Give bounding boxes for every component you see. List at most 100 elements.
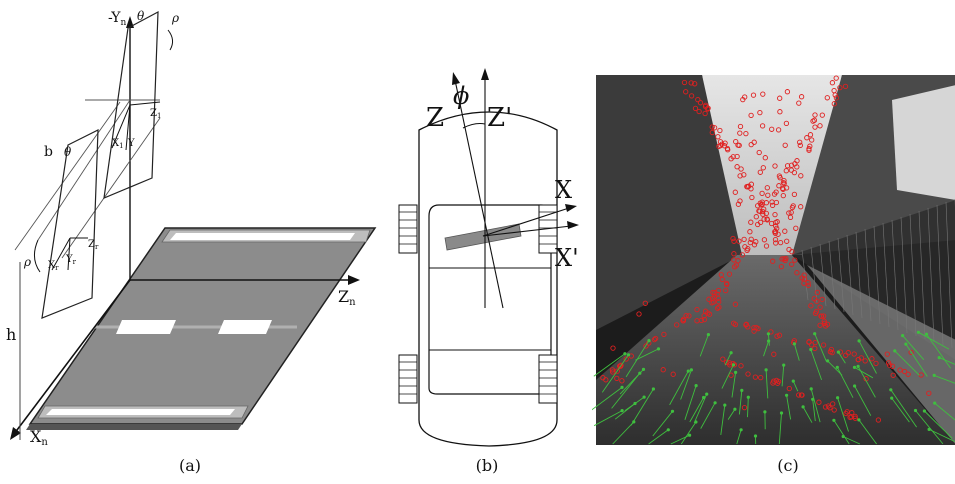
outlier-marker — [796, 100, 802, 106]
fence-post — [855, 231, 863, 319]
caption-a: (a) — [178, 456, 202, 475]
outlier-marker — [738, 166, 744, 172]
outlier-marker — [843, 410, 849, 417]
inlier-track — [854, 385, 872, 416]
outlier-marker — [751, 242, 758, 248]
inlier-track — [926, 333, 951, 369]
left-camera-plane — [41, 129, 99, 319]
outlier-marker — [759, 190, 765, 197]
outlier-marker — [764, 217, 771, 223]
inlier-track — [763, 340, 770, 357]
road-surface — [596, 255, 955, 445]
inlier-marker — [792, 342, 796, 346]
outlier-marker — [731, 320, 737, 326]
outlier-marker — [776, 173, 783, 179]
inlier-marker — [734, 370, 738, 374]
outlier-marker — [884, 351, 890, 357]
label-neg-yn: -Yn — [108, 10, 126, 28]
axis-x — [482, 207, 570, 237]
outlier-marker — [773, 240, 779, 246]
outlier-marker — [748, 219, 754, 225]
inlier-track — [680, 369, 692, 400]
inlier-marker — [686, 369, 690, 373]
caption-b: (b) — [475, 456, 499, 475]
inlier-marker — [791, 379, 795, 383]
inlier-marker — [767, 339, 771, 343]
inlier-track — [891, 397, 910, 423]
inlier-track — [601, 354, 629, 393]
baseline-line-2 — [37, 99, 131, 241]
inlier-track — [731, 372, 737, 398]
fence-post — [828, 240, 836, 310]
left-cam-rho-arc — [34, 239, 41, 273]
outlier-marker — [809, 137, 815, 143]
inlier-track — [918, 331, 950, 350]
inlier-track — [833, 420, 850, 445]
outlier-marker — [731, 251, 737, 257]
outlier-marker — [805, 279, 811, 286]
inlier-marker — [785, 393, 789, 397]
inlier-marker — [779, 411, 784, 415]
outlier-marker — [674, 322, 680, 328]
outlier-marker — [771, 378, 777, 384]
outlier-marker — [743, 130, 749, 137]
outlier-marker — [772, 163, 778, 169]
outlier-marker — [829, 80, 836, 86]
outlier-marker — [769, 126, 775, 132]
label-z-prime: Z' — [487, 103, 512, 133]
outlier-marker — [688, 93, 695, 99]
inlier-track — [836, 367, 854, 398]
outlier-marker — [730, 235, 736, 242]
inlier-track — [939, 357, 955, 365]
outlier-marker — [783, 120, 790, 127]
outlier-marker — [821, 318, 827, 324]
outlier-marker — [610, 345, 616, 351]
center-dash-1 — [116, 320, 176, 334]
inlier-marker — [706, 333, 710, 337]
outlier-marker — [651, 336, 658, 343]
inlier-track — [625, 340, 650, 378]
outlier-marker — [773, 223, 779, 229]
outlier-marker — [753, 239, 759, 245]
inlier-track — [814, 333, 827, 362]
outlier-marker — [757, 208, 763, 214]
outlier-marker — [772, 211, 778, 218]
outlier-marker — [732, 301, 739, 307]
wheel-front-left — [398, 204, 418, 254]
inlier-marker — [890, 396, 894, 400]
inlier-track — [924, 410, 953, 439]
outlier-marker — [770, 258, 776, 264]
outlier-marker — [711, 125, 718, 131]
outlier-marker — [610, 369, 616, 375]
panel-a-stereo-rig-diagram: -Yn θ ρ Z1 X1 Y b θ ρ Zr Xr Yr h Zn Xn (… — [0, 0, 395, 484]
outlier-marker — [772, 230, 778, 236]
outlier-marker — [774, 225, 780, 232]
inlier-marker — [836, 350, 840, 354]
inlier-marker — [852, 365, 857, 369]
outlier-marker — [788, 209, 794, 216]
outlier-marker — [885, 360, 892, 366]
right-sidewalk — [807, 265, 955, 444]
outlier-marker — [764, 185, 770, 191]
outlier-marker — [711, 294, 718, 300]
outlier-marker — [652, 335, 659, 342]
caption-c: (c) — [777, 456, 799, 475]
label-y1: Y — [127, 138, 135, 149]
outlier-marker — [755, 325, 761, 332]
outlier-marker — [824, 95, 830, 101]
fence-post — [819, 243, 827, 307]
inlier-features — [592, 330, 955, 445]
label-rho-left: ρ — [23, 255, 31, 269]
outlier-marker — [709, 124, 715, 130]
outlier-marker — [799, 392, 805, 398]
outlier-marker — [761, 237, 768, 243]
panel-b-svg: Z ϕ Z' X X' — [398, 68, 579, 447]
inlier-track — [843, 436, 861, 445]
outlier-marker — [889, 363, 896, 369]
inlier-marker — [857, 339, 861, 343]
inlier-marker — [740, 388, 744, 392]
outlier-marker — [804, 135, 810, 141]
inlier-track — [612, 421, 635, 445]
outlier-marker — [747, 229, 753, 235]
outlier-marker — [617, 363, 623, 369]
